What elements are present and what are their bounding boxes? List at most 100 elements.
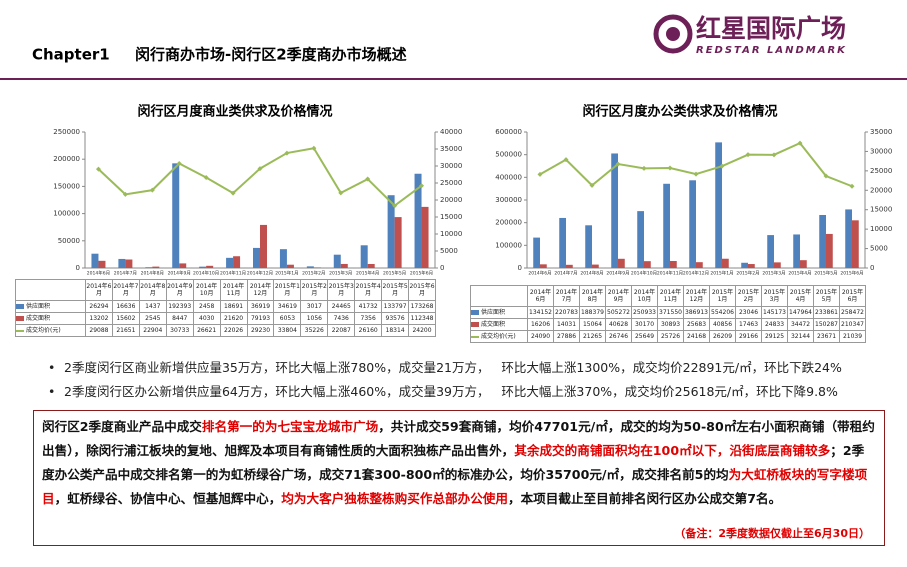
y2-tick-label: 0 — [440, 264, 444, 272]
y-tick-label: 100000 — [495, 241, 522, 249]
bar — [644, 261, 651, 268]
bullet-dot: • — [48, 360, 56, 375]
legend-label: 成交面积 — [481, 321, 506, 328]
table-value: 173268 — [408, 300, 436, 313]
table-header-cell: 2014年7月 — [553, 285, 580, 307]
bar — [592, 264, 599, 268]
legend-key — [471, 322, 479, 327]
bar — [387, 195, 395, 268]
table-value: 22026 — [219, 324, 248, 337]
y2-tick-label: 30000 — [870, 147, 892, 155]
line-marker — [719, 163, 725, 169]
table-value: 29125 — [761, 330, 788, 343]
bar — [663, 183, 670, 268]
x-tick-label: 2015年5月 — [814, 270, 837, 277]
bar — [819, 214, 826, 268]
bar — [741, 262, 748, 268]
y2-tick-label: 0 — [870, 264, 874, 272]
bar — [233, 256, 241, 268]
x-tick-label: 2015年1月 — [710, 270, 733, 277]
table-value: 134152 — [527, 306, 554, 319]
table-value: 13202 — [85, 312, 113, 325]
summary-text: ，本项目截止至目前排名闵行区办公成交第7名。 — [507, 491, 782, 506]
table-value: 25683 — [683, 318, 710, 331]
table-value: 30170 — [631, 318, 658, 331]
bar — [533, 237, 540, 268]
table-value: 18691 — [219, 300, 248, 313]
table-header: 2014年6月 2014年7月 2014年8月 2014年9月 2014年10月 2014… — [470, 285, 866, 307]
x-tick-label: 2015年3月 — [329, 270, 352, 277]
bar — [206, 265, 214, 268]
bar — [722, 258, 729, 268]
table-header-cell: 2015年1月 — [709, 285, 736, 307]
bar — [845, 209, 852, 268]
table-value: 24833 — [761, 318, 788, 331]
table-header-cell: 2014年8月 — [579, 285, 606, 307]
summary-text: 其余成交的商铺面积均在100㎡以下，沿街底层商铺较多 — [514, 443, 831, 458]
line-marker — [849, 183, 855, 189]
summary-text: ，共计成交59套商铺，均价47701元/㎡，成交的均为50-80㎡左右小面积商铺… — [42, 419, 875, 458]
x-tick-label: 2015年1月 — [275, 270, 298, 277]
table-value: 24090 — [527, 330, 554, 343]
table-value: 210347 — [839, 318, 866, 331]
chart-title: 闵行区月度商业类供求及价格情况 — [137, 104, 332, 120]
table-corner — [470, 285, 528, 307]
y2-tick-label: 35000 — [870, 128, 892, 136]
legend-key — [16, 304, 24, 309]
table-value: 40856 — [709, 318, 736, 331]
bar — [333, 254, 341, 268]
x-tick-label: 2015年3月 — [762, 270, 785, 277]
x-tick-label: 2014年6月 — [87, 270, 110, 277]
table-header-cell: 2015年1月 — [273, 279, 302, 301]
x-tick-label: 2015年4月 — [356, 270, 379, 277]
x-tick-label: 2015年6月 — [840, 270, 863, 277]
table-value: 250933 — [631, 306, 658, 319]
table-value: 386913 — [683, 306, 710, 319]
table-value: 15602 — [111, 312, 140, 325]
bar — [774, 262, 781, 268]
bullet-text: 2季度闵行区办公新增供应量64万方，环比大幅上涨460%，成交量39万方， 环比… — [64, 384, 838, 399]
table-header-cell: 2014年10月 — [192, 279, 221, 301]
y-tick-label: 200000 — [495, 219, 522, 227]
y2-tick-label: 20000 — [870, 186, 892, 194]
bar — [98, 260, 106, 268]
table-value: 371550 — [657, 306, 684, 319]
table-corner — [15, 279, 86, 301]
bar — [715, 142, 722, 268]
y2-tick-label: 30000 — [440, 162, 462, 170]
table-value: 2545 — [138, 312, 167, 325]
line-marker — [122, 191, 128, 197]
bar — [279, 249, 287, 268]
table-value: 7356 — [354, 312, 383, 325]
bar — [637, 211, 644, 268]
y-tick-label: 300000 — [495, 196, 522, 204]
table-value: 24465 — [327, 300, 356, 313]
table-value: 26209 — [709, 330, 736, 343]
table-value: 24168 — [683, 330, 710, 343]
bar — [367, 263, 375, 268]
y2-tick-label: 25000 — [870, 167, 892, 175]
x-tick-label: 2014年12月 — [683, 270, 709, 277]
legend-key — [471, 335, 479, 338]
bar — [145, 267, 153, 268]
table-row: 成交面积 16206 14031 15064 40628 30170 30893 25683 4… — [470, 318, 866, 331]
y-tick-label: 0 — [518, 264, 522, 272]
table-value: 35226 — [300, 324, 329, 337]
table-value: 147964 — [787, 306, 814, 319]
logo-icon — [653, 14, 693, 54]
x-tick-label: 2015年2月 — [302, 270, 325, 277]
line-marker — [771, 152, 777, 158]
table-value: 36919 — [246, 300, 275, 313]
table-value: 29166 — [735, 330, 762, 343]
chapter: Chapter1 — [32, 46, 110, 64]
table-header-cell: 2014年11月 — [657, 285, 684, 307]
x-tick-label: 2014年7月 — [554, 270, 577, 277]
table-value: 258472 — [839, 306, 866, 319]
bullet: • 2季度闵行区办公新增供应量64万方，环比大幅上涨460%，成交量39万方， 环… — [48, 380, 842, 404]
data-table: 2014年6月 2014年7月 2014年8月 2014年9月 2014年10月 2014… — [15, 279, 436, 337]
table-value: 26746 — [605, 330, 632, 343]
table-value: 1056 — [300, 312, 329, 325]
table-value: 40628 — [605, 318, 632, 331]
line-marker — [667, 165, 673, 171]
